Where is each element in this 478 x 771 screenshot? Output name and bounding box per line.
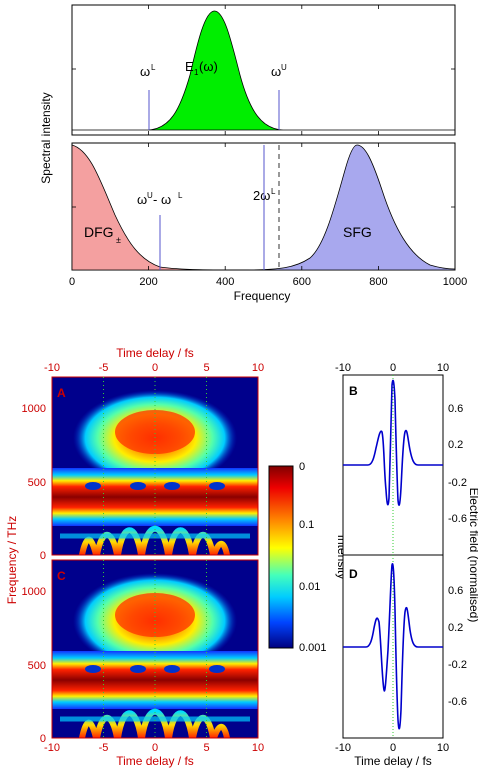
time-tick: -5 <box>99 742 109 754</box>
dfg-spectrum-area <box>71 144 261 271</box>
field-trace-d <box>343 563 443 730</box>
field-y-tick: 0.6 <box>448 585 463 597</box>
freq-tick: 200 <box>139 276 157 288</box>
heat-top-xlabel: Time delay / fs <box>116 346 194 360</box>
dfg-label: DFG ± <box>84 224 121 245</box>
svg-text:U: U <box>147 191 153 200</box>
time-tick: 10 <box>252 742 264 754</box>
svg-text:L: L <box>151 63 156 72</box>
freq-tick: 1000 <box>443 276 467 288</box>
svg-text:U: U <box>281 63 287 72</box>
top-panel-frame <box>71 4 456 136</box>
panel-d-label: D <box>349 567 358 581</box>
time-tick: 5 <box>203 742 209 754</box>
sfg-label: SFG <box>343 224 372 240</box>
thz-tick: 500 <box>28 660 46 672</box>
svg-text:±: ± <box>116 235 121 245</box>
bottom-spectrum-panel: ω U - ω L 2ω L DFG ± SFG <box>71 142 456 271</box>
field-x-tick: 0 <box>390 742 396 754</box>
freq-tick: 600 <box>293 276 311 288</box>
field-x-tick: -10 <box>335 742 351 754</box>
panel-b-label: B <box>349 384 358 398</box>
svg-text:1: 1 <box>194 68 199 77</box>
time-tick: 10 <box>252 362 264 374</box>
freq-tick: 0 <box>69 276 75 288</box>
time-tick: 0 <box>152 742 158 754</box>
heatmap-a: A <box>51 376 259 556</box>
field-panel-b: B <box>342 374 444 556</box>
time-tick: 0 <box>152 362 158 374</box>
field-y-tick: 0.6 <box>448 403 463 415</box>
top-spectrum-panel: ω L E 1 (ω) ω U <box>71 4 456 136</box>
spectral-intensity-label: Spectral intensity <box>39 92 53 183</box>
field-y-tick: 0.2 <box>448 439 463 451</box>
e1-spectrum-area <box>72 10 455 131</box>
omega-u-label: ω U <box>271 63 287 79</box>
svg-text:L: L <box>271 187 276 196</box>
cbar-tick: 0.01 <box>299 581 320 593</box>
e1-label: E 1 (ω) <box>185 59 218 77</box>
thz-tick: 1000 <box>22 586 46 598</box>
frequency-axis: 0 200 400 600 800 1000 Frequency <box>69 5 467 303</box>
svg-text:ω: ω <box>137 192 147 207</box>
field-y-tick: 0.2 <box>448 622 463 634</box>
svg-text:L: L <box>178 191 183 200</box>
svg-text:DFG: DFG <box>84 224 114 240</box>
time-tick: -5 <box>99 362 109 374</box>
frequency-axis-label: Frequency <box>234 289 291 303</box>
field-x-tick: 0 <box>390 362 396 374</box>
field-xlabel: Time delay / fs <box>354 754 432 768</box>
thz-tick: 0 <box>40 550 46 562</box>
field-x-tick: 10 <box>437 742 449 754</box>
heatmap-axes: -10 -5 0 5 10 Time delay / fs -10 -5 0 5… <box>5 346 264 768</box>
omega-diff-label: ω U - ω L <box>137 191 183 207</box>
field-y-tick: -0.2 <box>448 659 467 671</box>
heat-ylabel: Frequency / THz <box>5 516 19 604</box>
field-axes: -10 0 10 -10 0 10 Time delay / fs 0.6 0.… <box>335 362 478 768</box>
thz-tick: 1000 <box>22 403 46 415</box>
field-trace-b <box>343 379 443 506</box>
colorbar: 0 0.1 0.01 0.001 Intensity <box>268 461 349 654</box>
field-panel-d: D <box>342 554 444 739</box>
field-ylabel: Electric field (normalised) <box>467 488 478 623</box>
time-tick: -10 <box>44 742 60 754</box>
cbar-tick: 0 <box>299 461 305 473</box>
time-tick: -10 <box>44 362 60 374</box>
panel-c-label: C <box>57 569 66 583</box>
field-x-tick: -10 <box>335 362 351 374</box>
svg-text:ω: ω <box>140 64 150 79</box>
cbar-tick: 0.1 <box>299 519 314 531</box>
panel-a-label: A <box>57 386 66 400</box>
time-tick: 5 <box>203 362 209 374</box>
svg-text:(ω): (ω) <box>199 59 218 74</box>
field-y-tick: -0.6 <box>448 513 467 525</box>
freq-tick: 800 <box>369 276 387 288</box>
freq-tick: 400 <box>216 276 234 288</box>
svg-text:- ω: - ω <box>153 192 171 207</box>
heat-bottom-xlabel: Time delay / fs <box>116 754 194 768</box>
heatmap-c: C <box>51 559 259 739</box>
thz-tick: 0 <box>40 733 46 745</box>
svg-text:ω: ω <box>271 64 281 79</box>
omega-l-label: ω L <box>140 63 156 79</box>
cbar-tick: 0.001 <box>299 642 327 654</box>
svg-text:E: E <box>185 59 194 74</box>
field-y-tick: -0.6 <box>448 696 467 708</box>
thz-tick: 500 <box>28 477 46 489</box>
two-omega-label: 2ω L <box>253 187 276 203</box>
field-y-tick: -0.2 <box>448 477 467 489</box>
svg-text:2ω: 2ω <box>253 188 270 203</box>
field-x-tick: 10 <box>437 362 449 374</box>
sfg-spectrum-area <box>239 144 456 271</box>
